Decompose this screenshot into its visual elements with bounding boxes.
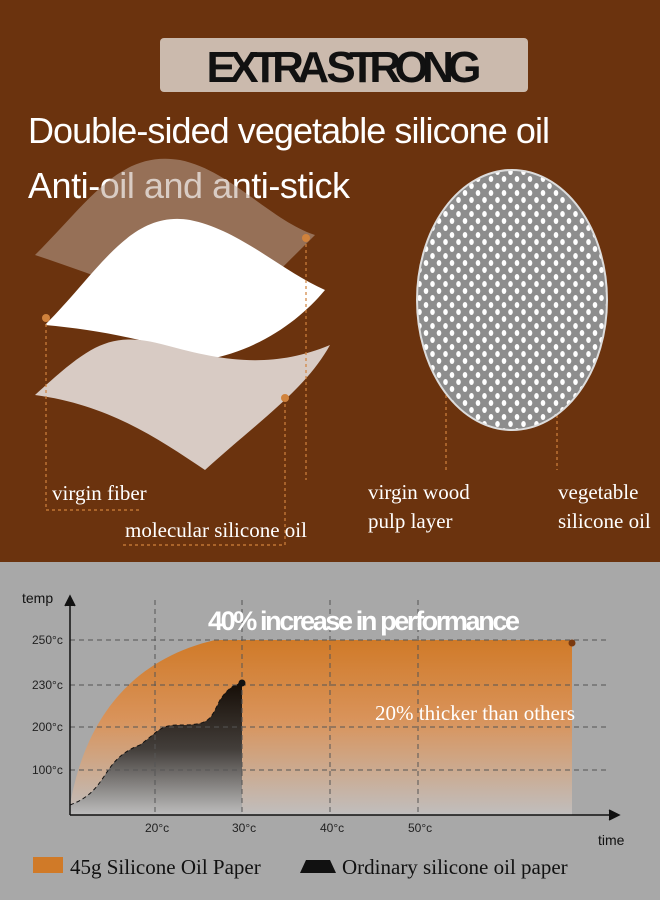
layer-label: molecular silicone oil — [125, 518, 307, 542]
x-tick-label: 50°c — [408, 821, 432, 835]
layer-label: vegetable — [558, 480, 638, 504]
axis-label: time — [598, 832, 625, 848]
annotation: 20% thicker than others — [375, 701, 575, 725]
legend-swatch — [33, 857, 63, 873]
legend-swatch — [300, 860, 336, 873]
banner — [160, 38, 528, 92]
axis-label: temp — [22, 590, 53, 606]
x-tick-label: 30°c — [232, 821, 256, 835]
x-tick-label: 40°c — [320, 821, 344, 835]
y-tick-label: 100°c — [32, 763, 63, 777]
y-tick-label: 230°c — [32, 678, 63, 692]
legend-label: 45g Silicone Oil Paper — [70, 855, 261, 879]
end-point — [568, 639, 576, 647]
legend-label: Ordinary silicone oil paper — [342, 855, 568, 879]
y-tick-label: 250°c — [32, 633, 63, 647]
y-tick-label: 200°c — [32, 720, 63, 734]
chart-headline: 40% increase in performance — [208, 606, 520, 636]
end-point — [238, 679, 246, 687]
layer-label: virgin wood — [368, 480, 470, 504]
sheet-front — [35, 339, 330, 470]
leader-lines — [45, 238, 558, 546]
ordinary-outline — [69, 682, 243, 806]
pulp-disc — [416, 169, 608, 431]
layer-label: silicone oil — [558, 509, 651, 533]
axes — [64, 594, 621, 821]
sheet-middle — [45, 218, 325, 360]
grid — [70, 600, 610, 815]
headline: Double-sided vegetable silicone oil — [28, 110, 550, 151]
layer-label: pulp layer — [368, 509, 453, 533]
layer-label: virgin fiber — [52, 481, 147, 505]
leader-dots — [42, 234, 310, 402]
area-ordinary-paper — [70, 683, 242, 815]
banner-text: EXTRA STRONG — [207, 43, 482, 92]
x-tick-label: 20°c — [145, 821, 169, 835]
